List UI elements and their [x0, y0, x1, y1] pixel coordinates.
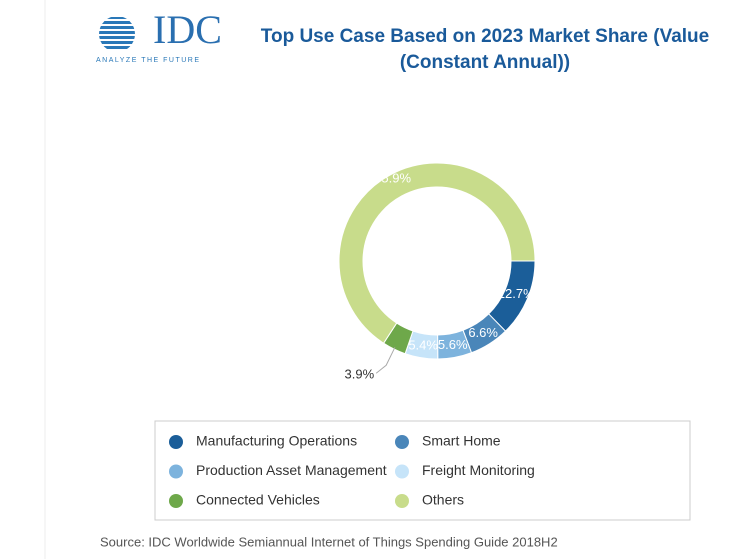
- logo-text: IDC: [153, 7, 222, 52]
- legend-label: Connected Vehicles: [196, 492, 320, 508]
- legend-marker: [395, 494, 409, 508]
- legend-label: Others: [422, 492, 464, 508]
- legend-label: Production Asset Management: [196, 462, 387, 478]
- legend-marker: [169, 494, 183, 508]
- donut-slice: [338, 162, 536, 344]
- legend-label: Freight Monitoring: [422, 462, 535, 478]
- data-label: 5.6%: [438, 337, 468, 352]
- logo-mark: [99, 17, 135, 49]
- data-label: 3.9%: [345, 367, 375, 382]
- legend-marker: [395, 435, 409, 449]
- legend-label: Smart Home: [422, 433, 501, 449]
- source: Source: IDC Worldwide Semiannual Interne…: [100, 534, 558, 549]
- logo-tagline: ANALYZE THE FUTURE: [96, 57, 201, 64]
- data-label: 6.6%: [468, 325, 498, 340]
- label-leader: [375, 347, 396, 374]
- legend-marker: [169, 464, 183, 479]
- legend-box: [154, 420, 691, 521]
- data-label: 12.7%: [498, 286, 535, 301]
- data-label: 5.4%: [408, 337, 438, 352]
- legend-marker: [169, 435, 183, 449]
- legend-label: Manufacturing Operations: [196, 433, 357, 449]
- data-label: 65.9%: [374, 171, 411, 186]
- chart-title: Top Use Case Based on 2023 Market Share …: [260, 26, 710, 73]
- legend-marker: [395, 464, 409, 479]
